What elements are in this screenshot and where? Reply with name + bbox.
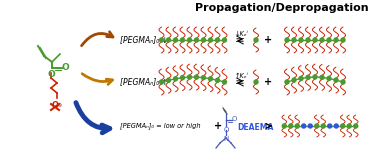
Circle shape [334,38,338,42]
Circle shape [223,38,226,42]
Circle shape [321,124,325,128]
Circle shape [181,38,184,42]
Circle shape [174,38,178,42]
Text: O: O [62,63,70,72]
Circle shape [254,80,258,84]
Circle shape [327,38,331,42]
Circle shape [209,38,212,42]
Circle shape [285,38,289,42]
Circle shape [282,124,286,128]
Text: N: N [223,136,229,142]
Circle shape [187,38,192,42]
Text: +: + [214,121,222,131]
Circle shape [160,38,164,42]
Text: ↓Kₑⁱ: ↓Kₑⁱ [235,30,249,36]
Circle shape [174,77,178,81]
Circle shape [299,38,303,42]
Circle shape [308,124,312,128]
Circle shape [285,80,289,84]
Circle shape [195,38,198,42]
Circle shape [334,78,338,82]
Text: +: + [264,35,272,45]
Circle shape [341,38,345,42]
Text: [PEGMAₙ]₀ ↑: [PEGMAₙ]₀ ↑ [120,77,168,87]
Circle shape [320,38,324,42]
Circle shape [347,124,351,128]
Text: O: O [223,127,229,133]
Circle shape [292,78,296,82]
Circle shape [327,76,331,80]
Circle shape [328,124,332,128]
Circle shape [187,75,192,79]
Circle shape [166,38,170,42]
Circle shape [181,76,184,80]
Circle shape [209,77,212,81]
Circle shape [341,124,345,128]
Circle shape [341,80,345,84]
Circle shape [315,124,319,128]
Circle shape [313,38,317,42]
Circle shape [223,80,226,84]
Circle shape [215,78,220,82]
Text: 9: 9 [58,103,62,108]
Text: [PEGMAₙ]₀ = low or high: [PEGMAₙ]₀ = low or high [120,123,201,129]
Circle shape [166,78,170,82]
Text: ↑Kₑⁱ: ↑Kₑⁱ [235,72,249,79]
Circle shape [195,75,198,79]
Circle shape [201,38,206,42]
Circle shape [313,75,317,79]
Text: O: O [51,101,59,110]
Circle shape [201,76,206,80]
Text: DEAEMA: DEAEMA [237,124,273,132]
Circle shape [306,38,310,42]
Circle shape [320,75,324,79]
Circle shape [302,124,306,128]
Circle shape [354,124,358,128]
Circle shape [299,76,303,80]
Circle shape [295,124,299,128]
Circle shape [254,38,258,42]
Text: Propagation/Depropagation: Propagation/Depropagation [195,3,369,13]
Text: [PEGMAₙ]₀ ↓: [PEGMAₙ]₀ ↓ [120,36,168,44]
Text: O: O [47,70,55,79]
Circle shape [306,75,310,79]
Text: O: O [232,116,237,122]
Circle shape [334,124,338,128]
Circle shape [292,38,296,42]
Circle shape [289,124,293,128]
Circle shape [160,80,164,84]
Text: +: + [264,77,272,87]
Circle shape [215,38,220,42]
